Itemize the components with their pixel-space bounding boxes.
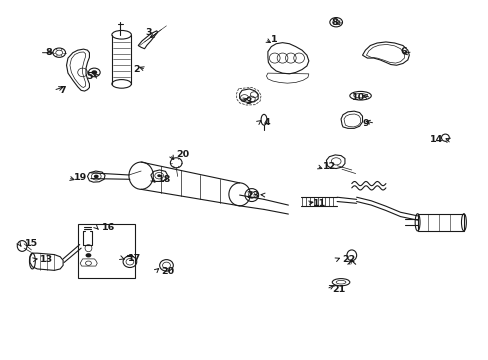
Text: 21: 21	[331, 284, 345, 293]
Text: 6: 6	[400, 47, 406, 56]
Text: 2: 2	[133, 65, 140, 74]
Bar	[78, 225, 135, 278]
Text: 19: 19	[74, 174, 87, 183]
Ellipse shape	[157, 174, 161, 177]
Ellipse shape	[94, 175, 99, 178]
Text: 17: 17	[127, 254, 141, 263]
Text: 5: 5	[86, 72, 92, 81]
Text: 4: 4	[264, 118, 270, 127]
Text: 9: 9	[362, 119, 368, 128]
Text: 8: 8	[45, 48, 52, 57]
Text: 11: 11	[312, 199, 325, 208]
Text: 18: 18	[158, 175, 171, 184]
Text: 23: 23	[245, 190, 259, 199]
Text: 3: 3	[245, 96, 251, 105]
Text: 12: 12	[322, 162, 335, 171]
Ellipse shape	[91, 70, 97, 75]
Text: 15: 15	[25, 239, 38, 248]
Text: 20: 20	[161, 267, 174, 276]
Text: 20: 20	[176, 150, 189, 159]
Text: 1: 1	[270, 35, 277, 44]
Text: 10: 10	[351, 93, 365, 102]
Text: 8: 8	[331, 18, 338, 27]
Text: 14: 14	[429, 135, 443, 144]
Text: 16: 16	[102, 223, 115, 232]
Text: 13: 13	[40, 255, 53, 264]
Text: 7: 7	[59, 86, 66, 95]
Ellipse shape	[85, 253, 91, 257]
Text: 3: 3	[145, 28, 152, 37]
Text: 22: 22	[341, 255, 355, 264]
